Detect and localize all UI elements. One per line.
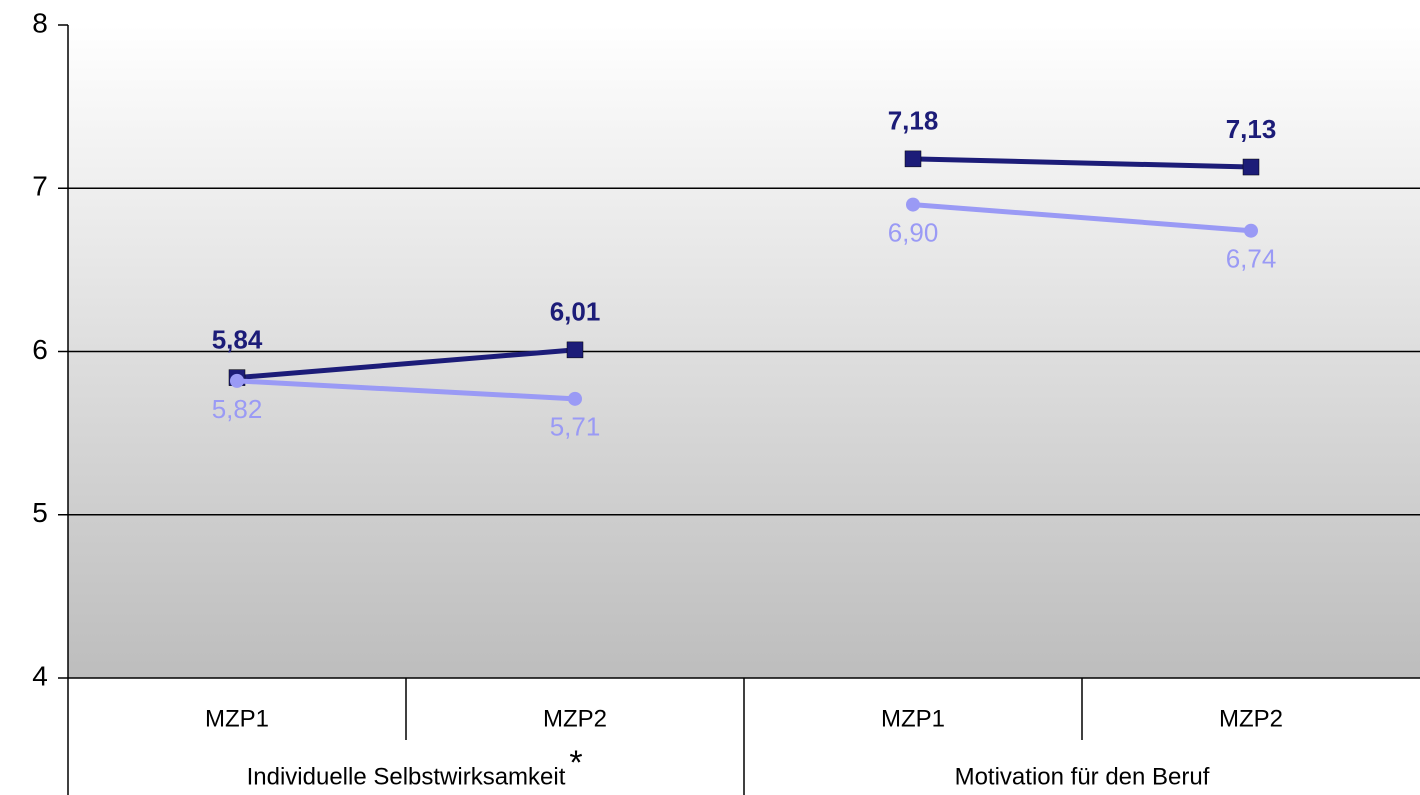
point-marker — [568, 391, 582, 406]
point-marker — [1244, 223, 1258, 238]
point-marker — [904, 150, 922, 168]
series-line — [236, 347, 576, 381]
x-tick-label: MZP1 — [205, 705, 269, 732]
y-tick-label: 5 — [32, 497, 48, 528]
y-tick-label: 4 — [32, 660, 48, 691]
data-label: 5,82 — [212, 394, 263, 424]
x-tick-label: MZP2 — [543, 705, 607, 732]
y-tick-label: 7 — [32, 171, 48, 202]
data-label: 6,74 — [1226, 244, 1277, 274]
point-marker — [1242, 158, 1260, 176]
group-label: Motivation für den Beruf — [955, 763, 1210, 790]
data-label: 6,01 — [550, 297, 601, 327]
series-line — [912, 202, 1252, 234]
group-label: Individuelle Selbstwirksamkeit — [247, 763, 566, 790]
point-marker — [566, 341, 584, 359]
x-tick-label: MZP2 — [1219, 705, 1283, 732]
data-label: 6,90 — [888, 217, 939, 247]
point-marker — [230, 373, 244, 388]
x-tick-label: MZP1 — [881, 705, 945, 732]
data-label: 5,84 — [212, 324, 263, 354]
y-tick-label: 6 — [32, 334, 48, 365]
data-label: 5,71 — [550, 412, 601, 442]
series-line — [912, 156, 1252, 170]
series-line — [236, 378, 576, 402]
data-label: 7,18 — [888, 106, 939, 136]
data-label: 7,13 — [1226, 114, 1277, 144]
annotation: * — [569, 744, 582, 782]
y-tick-label: 8 — [32, 7, 48, 38]
point-marker — [906, 197, 920, 212]
